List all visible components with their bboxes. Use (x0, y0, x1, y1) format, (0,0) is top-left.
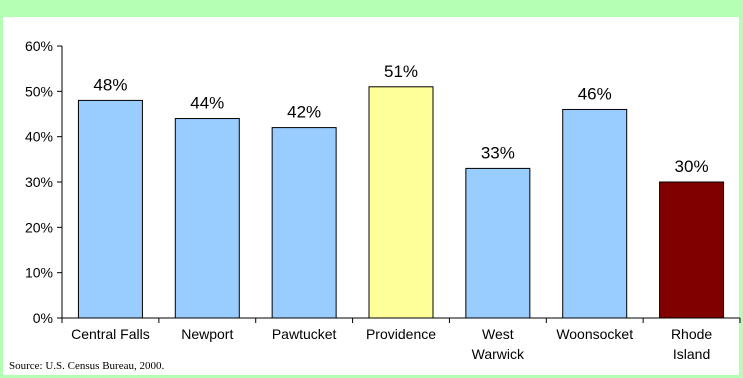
data-label: 51% (384, 62, 418, 81)
chart-category-labels: Central Falls Newport Pawtucket Providence W… (71, 326, 712, 362)
y-tick-label: 0% (33, 310, 53, 326)
chart-data-labels: 48% 44% 42% 51% 33% 46% 30% (93, 62, 708, 176)
y-tick-label: 40% (25, 129, 53, 145)
x-tick-label: West Warwick (472, 326, 525, 362)
data-label: 44% (190, 94, 224, 113)
x-tick-label: Providence (366, 326, 436, 342)
x-tick-label: Pawtucket (272, 326, 337, 342)
chart-bars (77, 86, 725, 319)
data-label: 42% (287, 103, 321, 122)
x-tick-label: Woonsocket (556, 326, 633, 342)
x-tick-label: Rhode Island (671, 326, 712, 362)
y-tick-label: 60% (25, 38, 53, 54)
bar (659, 181, 725, 319)
bar (368, 86, 434, 319)
x-tick-label: Central Falls (71, 326, 150, 342)
data-label: 30% (675, 157, 709, 176)
bar (77, 99, 143, 319)
data-label: 33% (481, 143, 515, 162)
y-tick-label: 30% (25, 174, 53, 190)
y-tick-label: 10% (25, 265, 53, 281)
y-tick-label: 20% (25, 219, 53, 235)
chart-axes: 0% 10% 20% 30% 40% 50% 60% (25, 38, 741, 326)
y-tick-label: 50% (25, 83, 53, 99)
data-label: 46% (578, 84, 612, 103)
bar (271, 127, 337, 319)
x-tick-label: Newport (181, 326, 233, 342)
bar (174, 118, 240, 319)
data-label: 48% (93, 75, 127, 94)
source-note: Source: U.S. Census Bureau, 2000. (9, 360, 165, 372)
bar (465, 167, 531, 319)
bar (562, 108, 628, 319)
